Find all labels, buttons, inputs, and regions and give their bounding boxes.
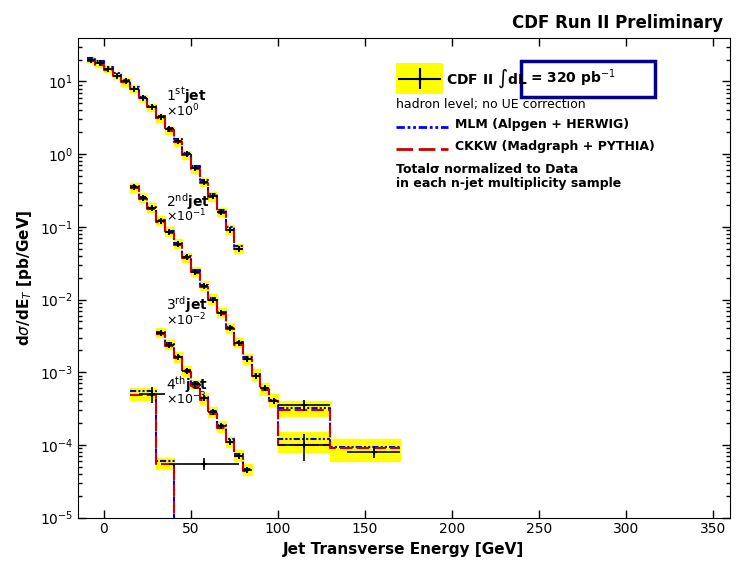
X-axis label: Jet Transverse Energy [GeV]: Jet Transverse Energy [GeV]: [283, 542, 524, 557]
Text: $1^{\rm st}$jet: $1^{\rm st}$jet: [166, 86, 206, 106]
Text: CKKW (Madgraph + PYTHIA): CKKW (Madgraph + PYTHIA): [454, 140, 655, 153]
Text: Totalσ normalized to Data: Totalσ normalized to Data: [396, 162, 578, 176]
Text: $4^{\rm th}$jet: $4^{\rm th}$jet: [166, 374, 208, 395]
Text: CDF II $\int$dL: CDF II $\int$dL: [446, 67, 528, 90]
Text: $\times 10^{-2}$: $\times 10^{-2}$: [166, 311, 206, 328]
FancyBboxPatch shape: [522, 61, 655, 97]
Text: MLM (Alpgen + HERWIG): MLM (Alpgen + HERWIG): [454, 118, 629, 131]
Text: $\times 10^{-3}$: $\times 10^{-3}$: [166, 391, 206, 407]
Text: $2^{\rm nd}$jet: $2^{\rm nd}$jet: [166, 192, 210, 212]
Text: $\times 10^{-1}$: $\times 10^{-1}$: [166, 208, 206, 225]
Bar: [396, 63, 443, 94]
Text: $\times 10^{0}$: $\times 10^{0}$: [166, 102, 200, 119]
Text: $3^{\rm rd}$jet: $3^{\rm rd}$jet: [166, 295, 208, 315]
Text: hadron level; no UE correction: hadron level; no UE correction: [396, 98, 586, 111]
Text: CDF Run II Preliminary: CDF Run II Preliminary: [512, 14, 723, 32]
Text: in each n-jet multiplicity sample: in each n-jet multiplicity sample: [396, 177, 621, 190]
Y-axis label: d$\sigma$/dE$_T$ [pb/GeV]: d$\sigma$/dE$_T$ [pb/GeV]: [15, 209, 34, 346]
Text: = 320 pb$^{-1}$: = 320 pb$^{-1}$: [530, 68, 615, 89]
